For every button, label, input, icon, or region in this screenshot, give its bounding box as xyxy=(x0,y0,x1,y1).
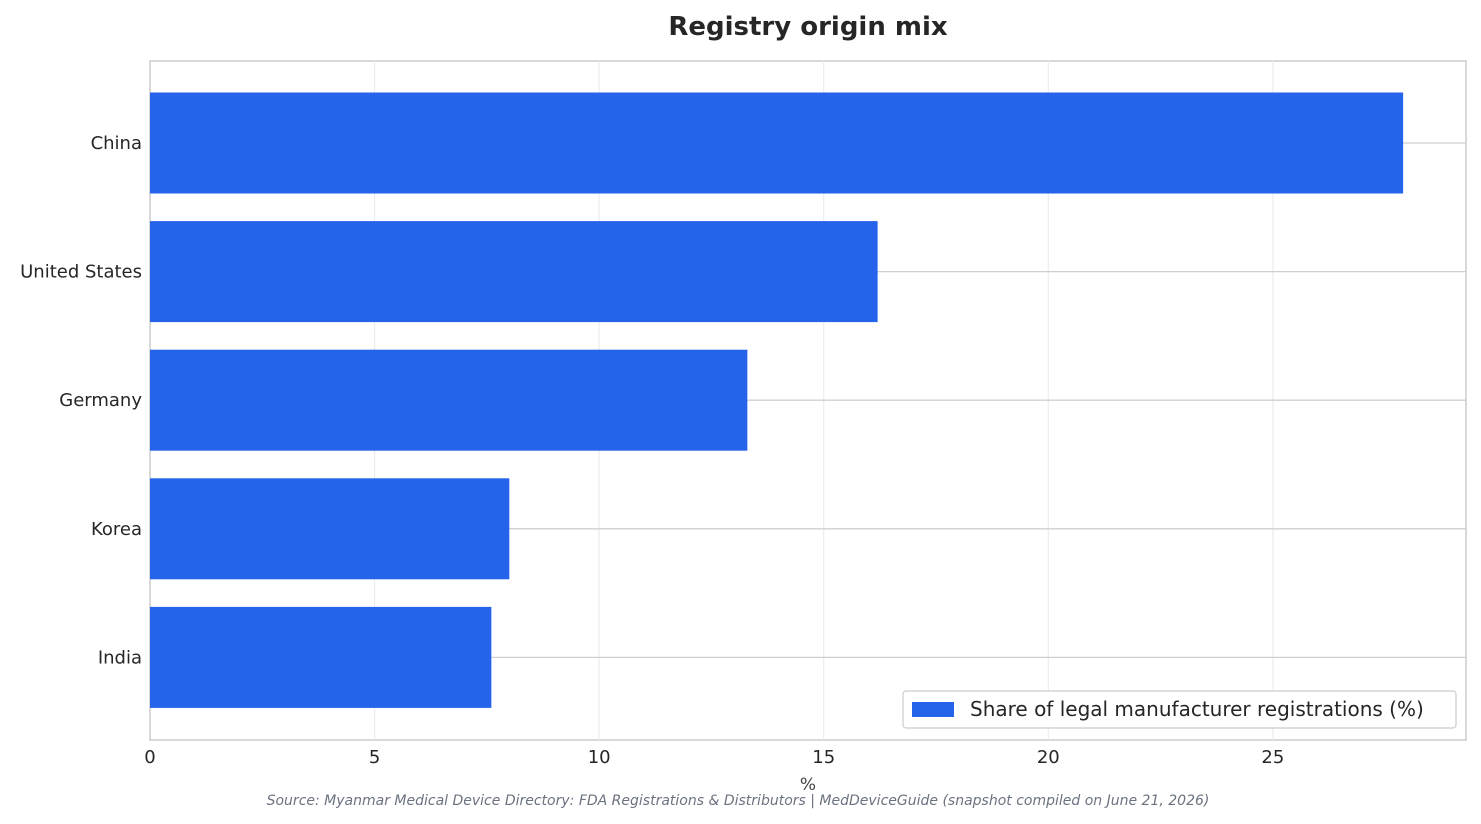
chart-title: Registry origin mix xyxy=(668,12,948,42)
legend-box xyxy=(902,690,1457,729)
category-label: China xyxy=(91,133,142,154)
x-axis-label: % xyxy=(800,775,816,795)
x-tick-label: 10 xyxy=(588,747,611,768)
x-tick-label: 15 xyxy=(812,747,835,768)
bar-india xyxy=(150,606,492,708)
category-labels: China United States Germany Korea India xyxy=(20,133,142,668)
bar-germany xyxy=(150,349,748,451)
x-tick-label: 5 xyxy=(369,747,380,768)
category-label: Korea xyxy=(91,519,142,540)
legend-swatch xyxy=(912,702,954,717)
category-label: United States xyxy=(20,262,142,283)
category-label: India xyxy=(98,647,142,668)
bar-united-states xyxy=(150,221,878,323)
legend: Share of legal manufacturer registration… xyxy=(902,690,1457,729)
x-tick-label: 0 xyxy=(144,747,155,768)
category-label: Germany xyxy=(59,390,142,411)
x-tick-labels: 0 5 10 15 20 25 xyxy=(144,747,1284,768)
bar-korea xyxy=(150,478,510,580)
plot-area xyxy=(149,60,1467,741)
x-tick-label: 25 xyxy=(1261,747,1284,768)
x-tick-label: 20 xyxy=(1037,747,1060,768)
source-note: Source: Myanmar Medical Device Directory… xyxy=(267,793,1210,809)
bar-china xyxy=(150,92,1404,194)
legend-label: Share of legal manufacturer registration… xyxy=(970,697,1424,721)
bars xyxy=(150,92,1404,708)
